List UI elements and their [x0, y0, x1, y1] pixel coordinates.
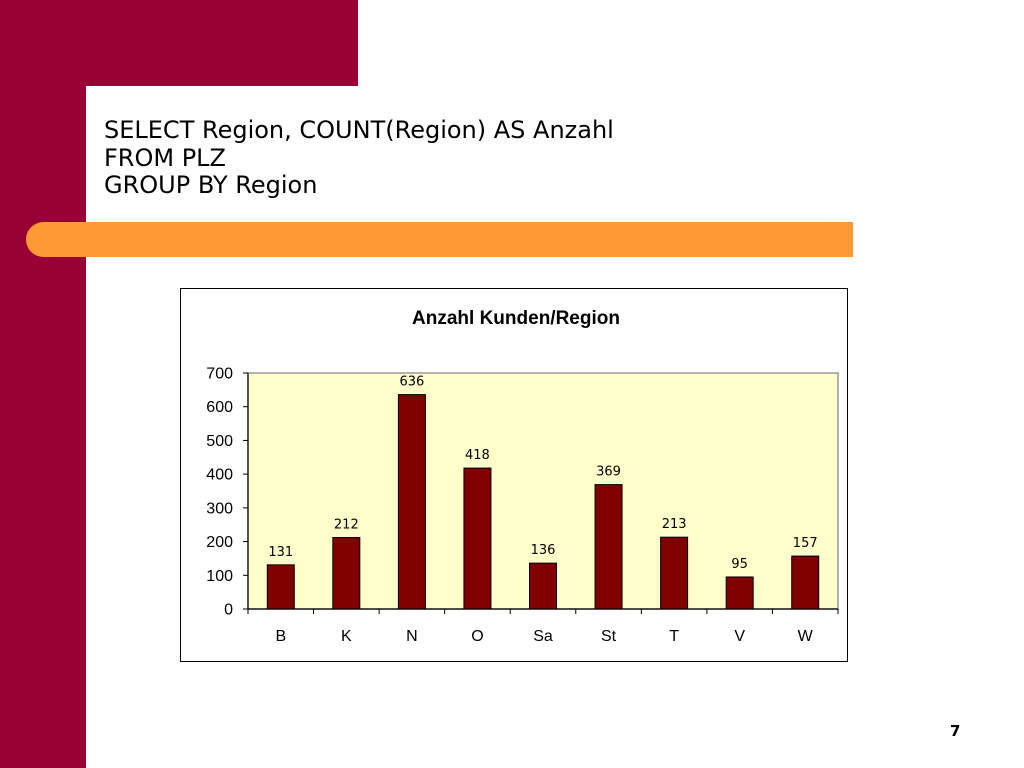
y-tick-label: 300 — [206, 500, 233, 517]
x-tick-label: K — [341, 628, 352, 645]
chart-title: Anzahl Kunden/Region — [412, 308, 620, 329]
bar-k — [332, 537, 361, 610]
accent-bar — [26, 222, 853, 257]
data-label: 136 — [531, 543, 556, 558]
bar-chart: Anzahl Kunden/Region 0 100 200 300 400 500 600… — [206, 308, 839, 645]
y-axis-ticks: 0 100 200 300 400 500 600 700 — [206, 366, 248, 619]
chart-frame: Anzahl Kunden/Region 0 100 200 300 400 500 600… — [180, 288, 848, 662]
bar-st — [594, 484, 623, 610]
bar-o — [463, 467, 492, 610]
data-labels: 131 212 636 418 136 369 213 95 157 — [268, 375, 817, 572]
data-label: 157 — [793, 536, 818, 551]
y-tick-label: 500 — [206, 433, 233, 450]
title-line-from: FROM PLZ — [104, 143, 226, 172]
bar-t — [660, 536, 689, 610]
data-label: 369 — [596, 465, 621, 480]
title-line-group-by: GROUP BY Region — [104, 171, 318, 199]
x-tick-label: St — [601, 628, 617, 645]
bar-sa — [529, 562, 557, 610]
slide-title: SELECT Region, COUNT(Region) AS Anzahl F… — [104, 116, 614, 200]
x-tick-label: V — [734, 628, 745, 645]
x-tick-label: N — [406, 628, 418, 645]
bar-n — [397, 394, 426, 610]
x-tick-label: O — [471, 628, 483, 645]
bar-b — [266, 564, 295, 610]
x-tick-label: B — [275, 628, 286, 645]
y-tick-label: 100 — [206, 568, 233, 585]
bar-series — [266, 394, 820, 610]
x-axis-ticks: B K N O Sa St T V W — [247, 609, 839, 645]
brand-side-bar — [0, 0, 86, 768]
y-tick-label: 200 — [206, 534, 233, 551]
x-tick-label: T — [669, 628, 679, 645]
bar-v — [725, 576, 754, 610]
x-tick-label: Sa — [533, 628, 553, 645]
rounded-corner — [86, 86, 146, 146]
title-line-select: SELECT Region, COUNT(Region) AS Anzahl — [104, 116, 614, 144]
y-tick-label: 600 — [206, 399, 233, 416]
page-number: 7 — [950, 722, 961, 740]
data-label: 131 — [268, 545, 293, 560]
y-tick-label: 400 — [206, 467, 233, 484]
x-tick-label: W — [798, 628, 814, 645]
data-label: 418 — [465, 448, 490, 463]
y-tick-label: 700 — [206, 366, 233, 383]
brand-top-block — [0, 0, 358, 86]
data-label: 636 — [399, 375, 424, 390]
y-tick-label: 0 — [224, 602, 233, 619]
bar-w — [791, 555, 820, 610]
data-label: 95 — [731, 557, 748, 572]
data-label: 213 — [662, 517, 687, 532]
data-label: 212 — [334, 518, 359, 533]
